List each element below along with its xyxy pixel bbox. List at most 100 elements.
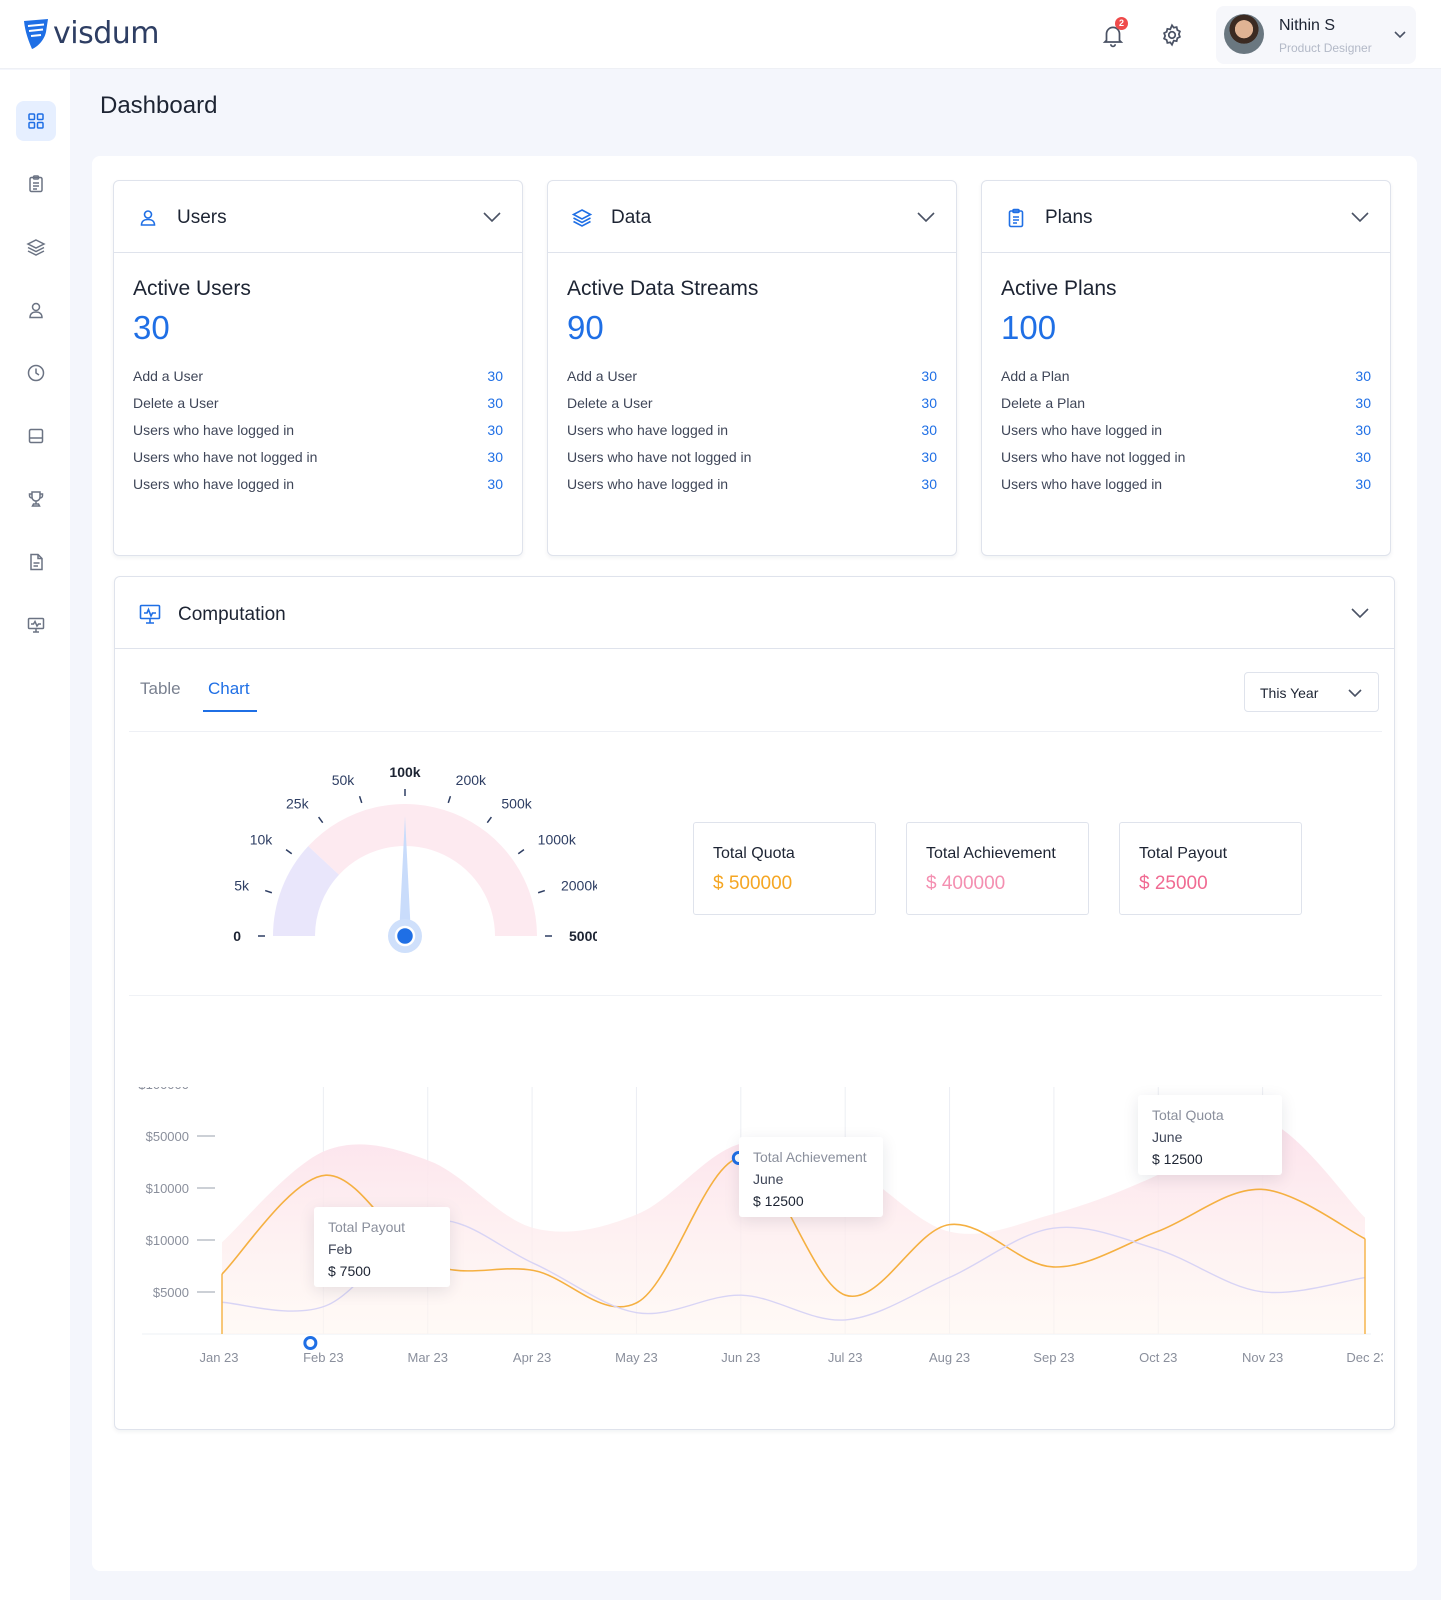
chevron-down-icon (1394, 31, 1406, 39)
stat-row: Users who have not logged in 30 (133, 449, 503, 469)
tooltip-month: June (1152, 1129, 1183, 1145)
period-select-value: This Year (1260, 685, 1319, 701)
x-tick-label: Nov 23 (1242, 1350, 1283, 1365)
stat-row: Delete a User 30 (567, 395, 937, 415)
stat-label: Delete a Plan (1001, 395, 1086, 411)
card-value: 90 (567, 309, 604, 346)
gauge-tick-label: 10k (250, 832, 274, 848)
x-tick-label: Jun 23 (721, 1350, 760, 1365)
chevron-down-icon (1348, 689, 1362, 698)
computation-header[interactable]: Computation (115, 577, 1394, 649)
tooltip-value: $ 12500 (1152, 1151, 1203, 1167)
sidebar-item-users[interactable] (16, 290, 56, 330)
stat-value[interactable]: 30 (921, 395, 937, 411)
gauge-tick (285, 848, 293, 855)
chevron-down-icon[interactable] (916, 209, 936, 225)
sidebar (0, 70, 70, 1600)
stat-label: Users who have not logged in (567, 449, 752, 465)
tooltip-value: $ 12500 (753, 1193, 804, 1209)
stat-value[interactable]: 30 (1355, 368, 1371, 384)
settings-button[interactable] (1159, 22, 1185, 48)
gauge-filled-segment (273, 846, 340, 936)
stat-value[interactable]: 30 (1355, 395, 1371, 411)
chevron-down-icon[interactable] (1350, 209, 1370, 225)
sidebar-item-computation[interactable] (16, 605, 56, 645)
notifications-button[interactable]: 2 (1100, 17, 1128, 48)
stat-value[interactable]: 30 (487, 422, 503, 438)
stat-row: Users who have not logged in 30 (567, 449, 937, 469)
stat-value[interactable]: 30 (1355, 449, 1371, 465)
notification-count-badge: 2 (1115, 17, 1128, 30)
stat-row: Users who have logged in 30 (133, 422, 503, 442)
stat-label: Users who have logged in (133, 476, 295, 492)
stat-label: Delete a User (133, 395, 219, 411)
logo[interactable]: visdum (22, 16, 160, 51)
x-tick-label: Feb 23 (303, 1350, 343, 1365)
sidebar-item-inbox[interactable] (16, 416, 56, 456)
active-tab-indicator (203, 710, 257, 712)
card-header[interactable]: Plans (982, 181, 1390, 253)
metric-total-payout: Total Payout $ 25000 (1119, 822, 1302, 915)
computation-card: Computation Table Chart This Year 0 5k 10k… (114, 576, 1395, 1430)
y-tick-label: $10000 (146, 1181, 189, 1196)
period-select[interactable]: This Year (1244, 672, 1379, 712)
sidebar-item-data[interactable] (16, 227, 56, 267)
stat-row: Users who have not logged in 30 (1001, 449, 1371, 469)
data-card: Data Active Data Streams 90 Add a User 30… (547, 180, 957, 556)
top-bar: visdum 2 Nithin S Product Designer (0, 0, 1441, 69)
layers-icon (571, 209, 593, 227)
stat-value[interactable]: 30 (487, 368, 503, 384)
plans-card: Plans Active Plans 100 Add a Plan 30 Dele… (981, 180, 1391, 556)
divider (129, 731, 1382, 732)
stat-value[interactable]: 30 (1355, 476, 1371, 492)
stat-value[interactable]: 30 (921, 422, 937, 438)
shield-logo-icon (24, 18, 48, 49)
x-tick-label: Sep 23 (1033, 1350, 1074, 1365)
card-subtitle: Active Users (133, 277, 251, 300)
card-header[interactable]: Data (548, 181, 956, 253)
metric-total-achievement: Total Achievement $ 400000 (906, 822, 1089, 915)
avatar (1224, 14, 1264, 54)
metric-title: Total Quota (713, 845, 795, 862)
monitor-icon (27, 617, 45, 633)
clipboard-icon (1008, 208, 1024, 228)
sidebar-item-reports[interactable] (16, 164, 56, 204)
clipboard-icon (29, 175, 43, 193)
stat-value[interactable]: 30 (921, 476, 937, 492)
stat-label: Users who have logged in (1001, 422, 1163, 438)
tooltip-value: $ 7500 (328, 1263, 371, 1279)
tab-table[interactable]: Table (140, 679, 181, 698)
stat-row: Add a User 30 (133, 368, 503, 388)
card-header[interactable]: Users (114, 181, 522, 253)
tooltip-series: Total Achievement (753, 1149, 867, 1165)
stat-value[interactable]: 30 (487, 395, 503, 411)
area-line-chart: $100000 $50000 $10000 $10000 $5000 Jan 23 Feb … (138, 1087, 1383, 1365)
stat-value[interactable]: 30 (921, 449, 937, 465)
stat-value[interactable]: 30 (487, 449, 503, 465)
sidebar-item-documents[interactable] (16, 542, 56, 582)
user-profile-menu[interactable]: Nithin S Product Designer (1216, 6, 1416, 64)
stat-value[interactable]: 30 (921, 368, 937, 384)
stat-row: Delete a Plan 30 (1001, 395, 1371, 415)
chevron-down-icon[interactable] (482, 209, 502, 225)
gauge-tick-label: 200k (456, 772, 487, 788)
gauge-tick (486, 816, 493, 824)
stat-label: Users who have not logged in (1001, 449, 1186, 465)
bell-icon (1102, 26, 1124, 48)
stat-row: Users who have logged in 30 (1001, 476, 1371, 496)
x-tick-label: Oct 23 (1139, 1350, 1177, 1365)
chevron-down-icon[interactable] (1350, 605, 1370, 621)
sidebar-item-achievements[interactable] (16, 479, 56, 519)
card-title: Data (611, 207, 652, 228)
tab-chart[interactable]: Chart (208, 679, 250, 698)
card-value: 30 (133, 309, 170, 346)
stat-value[interactable]: 30 (487, 476, 503, 492)
user-icon (29, 302, 43, 319)
stat-value[interactable]: 30 (1355, 422, 1371, 438)
sidebar-item-dashboard[interactable] (16, 101, 56, 141)
gauge-tick (517, 848, 525, 855)
document-icon (30, 553, 43, 571)
sidebar-item-history[interactable] (16, 353, 56, 393)
x-tick-label: Mar 23 (407, 1350, 447, 1365)
tooltip-month: June (753, 1171, 784, 1187)
